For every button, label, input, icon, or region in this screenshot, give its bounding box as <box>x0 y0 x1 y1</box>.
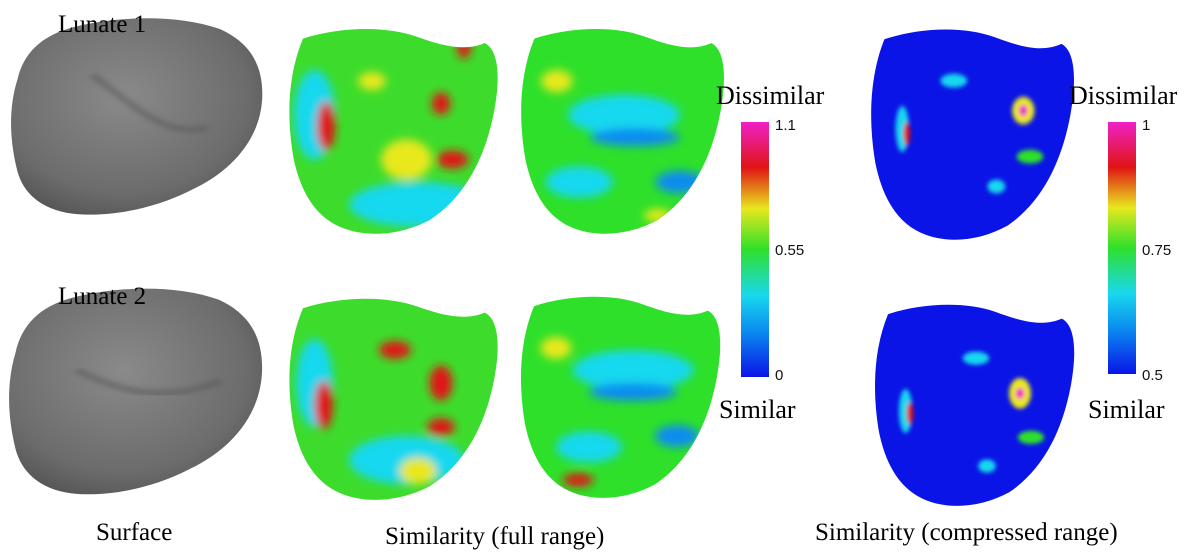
row-label-lunate-1: Lunate 1 <box>58 11 146 38</box>
legend-compressed-tick-max: 1 <box>1142 117 1150 134</box>
legend-compressed-tick-min: 0.5 <box>1142 367 1163 384</box>
legend-full-tick-max: 1.1 <box>775 117 796 134</box>
legend-full-tick-min: 0 <box>775 367 783 384</box>
column-label-full-range: Similarity (full range) <box>385 523 604 550</box>
compressed-range-map-2 <box>875 304 1075 506</box>
surface-lunate-2 <box>9 288 263 495</box>
surface-lunate-1 <box>11 18 263 215</box>
column-label-compressed-range: Similarity (compressed range) <box>815 519 1118 546</box>
colorbar-compressed-gradient <box>1108 122 1136 374</box>
full-range-map-2b <box>521 296 721 498</box>
full-range-map-2a <box>289 298 498 500</box>
row-label-lunate-2: Lunate 2 <box>58 283 146 310</box>
compressed-range-map-1 <box>871 29 1074 240</box>
colorbar-full-gradient <box>741 122 769 377</box>
legend-full-similar: Similar <box>719 395 796 424</box>
legend-compressed-dissimilar: Dissimilar <box>1069 81 1178 110</box>
colorbar-compressed-range: Dissimilar 1 0.75 0.5 Similar <box>1069 81 1178 424</box>
colorbar-full-range: Dissimilar 1.1 0.55 0 Similar <box>716 81 825 424</box>
legend-compressed-tick-mid: 0.75 <box>1142 242 1171 259</box>
column-label-surface: Surface <box>96 519 172 546</box>
full-range-map-1b <box>521 29 724 234</box>
full-range-map-1a <box>289 29 498 234</box>
legend-compressed-similar: Similar <box>1088 395 1165 424</box>
legend-full-dissimilar: Dissimilar <box>716 81 825 110</box>
legend-full-tick-mid: 0.55 <box>775 242 804 259</box>
